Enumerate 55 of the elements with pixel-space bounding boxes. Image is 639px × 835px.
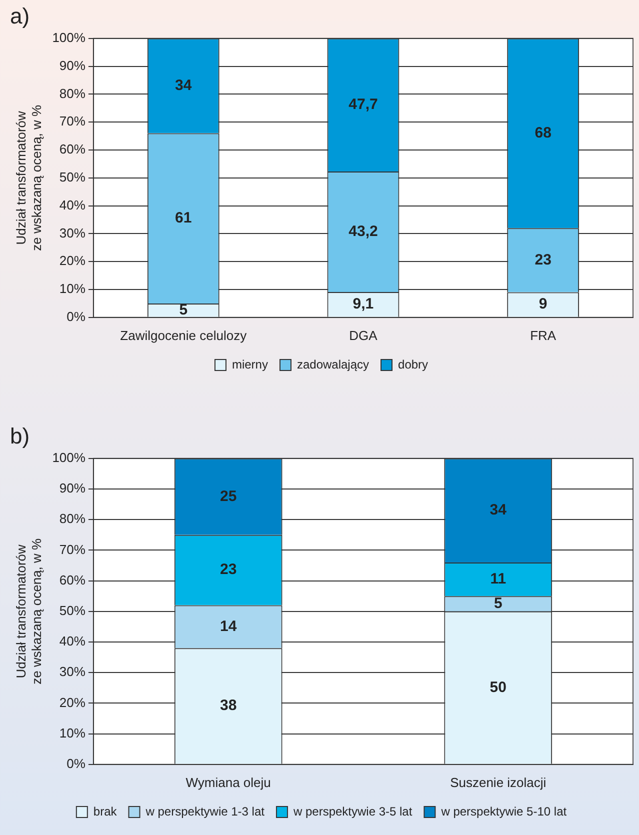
y-tick-label: 60% <box>59 572 86 588</box>
data-label: 9 <box>538 296 548 313</box>
legend-label: brak <box>93 804 118 818</box>
data-label: 23 <box>534 251 552 268</box>
data-label: 47,7 <box>348 96 378 114</box>
y-tick-label: 70% <box>59 114 86 129</box>
data-label: 34 <box>490 502 508 519</box>
legend-label: w perspektywie 5-10 lat <box>440 804 568 818</box>
data-label: 68 <box>534 124 552 142</box>
y-tick-label: 20% <box>59 253 86 268</box>
data-label: 43,2 <box>348 222 378 240</box>
legend-label: dobry <box>398 357 428 372</box>
legend-label: zadowalający <box>296 357 370 372</box>
data-label: 23 <box>220 561 237 578</box>
y-tick-label: 30% <box>59 664 86 680</box>
y-tick-label: 40% <box>59 634 86 649</box>
data-label: 34 <box>175 76 192 94</box>
y-tick-label: 80% <box>59 511 86 526</box>
y-tick-label: 90% <box>59 58 86 73</box>
y-axis-title: Udział transformatorów ze wskazaną oceną, w % <box>13 104 44 251</box>
chart-title: a) <box>10 3 30 28</box>
data-label: 61 <box>175 209 192 226</box>
data-label: 14 <box>220 618 238 635</box>
x-tick-label: Zawilgocenie celulozy <box>120 328 248 343</box>
y-tick-label: 100% <box>52 450 86 465</box>
data-label: 5 <box>494 594 502 612</box>
y-tick-label: 60% <box>59 142 86 157</box>
data-label: 38 <box>220 697 237 714</box>
y-tick-label: 40% <box>59 197 86 212</box>
data-label: 25 <box>220 488 237 505</box>
y-tick-label: 20% <box>59 694 86 710</box>
y-tick-label: 90% <box>59 480 86 496</box>
data-label: 11 <box>490 570 506 588</box>
y-tick-label: 10% <box>59 725 86 740</box>
legend-label: w perspektywie 1-3 lat <box>144 804 266 818</box>
x-tick-label: Wymiana oleju <box>186 774 271 790</box>
data-label: 50 <box>490 678 506 696</box>
y-tick-label: 0% <box>66 756 86 771</box>
x-tick-label: FRA <box>530 328 556 343</box>
legend-label: w perspektywie 3-5 lat <box>292 804 413 818</box>
y-tick-label: 10% <box>59 281 86 296</box>
y-tick-label: 80% <box>59 86 86 101</box>
data-label: 5 <box>179 301 188 318</box>
chart-title: b) <box>10 423 30 448</box>
y-tick-label: 100% <box>52 30 86 45</box>
y-tick-label: 50% <box>59 169 86 184</box>
legend-label: mierny <box>232 357 268 372</box>
y-tick-label: 0% <box>66 308 86 324</box>
y-axis-title: Udział transformatorów ze wskazaną oceną, w % <box>13 538 44 684</box>
y-tick-label: 30% <box>59 225 86 240</box>
y-tick-label: 50% <box>59 602 86 618</box>
y-tick-label: 70% <box>59 542 86 557</box>
data-label: 9,1 <box>352 296 374 313</box>
x-tick-label: DGA <box>349 328 378 343</box>
x-tick-label: Suszenie izolacji <box>450 774 546 790</box>
